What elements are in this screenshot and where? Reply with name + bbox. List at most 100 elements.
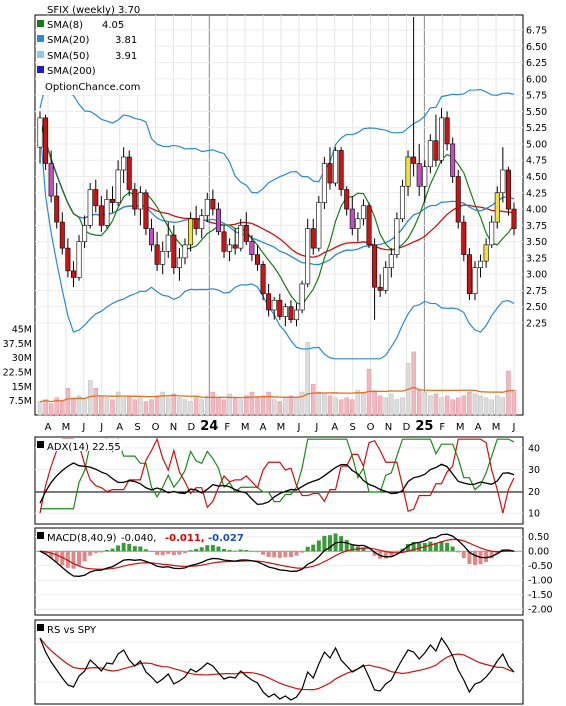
volume-bar: [322, 393, 327, 416]
bollinger-upper-line: [39, 84, 515, 194]
volume-bar: [99, 395, 104, 416]
volume-bar: [115, 391, 121, 416]
volume-bar: [266, 391, 271, 416]
x-tick-label: J: [81, 422, 85, 433]
macd-histogram-bar: [249, 551, 254, 552]
candle-body: [171, 234, 177, 268]
x-tick-label: A: [116, 422, 123, 433]
volume-bar: [455, 397, 461, 416]
price-tick-label: 2.50: [526, 302, 547, 313]
x-tick-label: A: [45, 422, 52, 433]
price-tick-label: 3.25: [526, 253, 547, 264]
macd-tick-label: 0.00: [528, 547, 549, 558]
legend-label-sma50: SMA(50): [47, 51, 89, 62]
candle-body: [232, 244, 238, 249]
volume-bar: [472, 393, 478, 416]
macd-histogram-bar: [143, 549, 148, 552]
legend-value-sma50: 3.91: [115, 51, 137, 62]
legend-swatch-sma50: [37, 51, 44, 58]
macd-hist-value: -0.027: [208, 533, 244, 544]
adx-label: ADX(14) 22.55: [47, 442, 121, 453]
adx-panel: 40 30 20 10 ADX(14) 22.55: [34, 436, 540, 525]
candle-body: [227, 244, 233, 252]
macd-histogram-bar: [305, 546, 310, 552]
candle-body: [59, 221, 65, 249]
volume-bar: [338, 399, 344, 416]
volume-bar: [43, 399, 48, 416]
macd-histogram-bar: [77, 551, 82, 566]
volume-tick-label: 37.5M: [3, 339, 32, 350]
macd-histogram-bar: [244, 549, 249, 552]
macd-histogram-bar: [327, 535, 332, 552]
macd-tick-label: -1.00: [528, 576, 553, 587]
candle-body: [215, 208, 221, 233]
macd-histogram-bar: [456, 551, 461, 553]
volume-bar: [467, 391, 472, 416]
volume-bar: [54, 397, 59, 416]
legend-label-sma200: SMA(200): [47, 66, 96, 77]
candle-body: [321, 163, 327, 203]
macd-histogram-bar: [54, 551, 59, 562]
macd-histogram-bar: [283, 551, 288, 558]
candle-body: [294, 309, 300, 321]
candle-body: [478, 260, 484, 268]
candle-body: [82, 225, 88, 242]
price-tick-label: 4.00: [526, 205, 547, 216]
legend-swatch-sma8: [37, 20, 44, 27]
macd-histogram-bar: [277, 551, 282, 558]
macd-histogram-bar: [227, 549, 232, 552]
macd-value: -0.040,: [121, 533, 156, 544]
candle-body: [500, 169, 506, 194]
macd-histogram-bar: [71, 551, 76, 569]
rs-gridlines: [35, 641, 523, 683]
x-tick-label: M: [277, 422, 286, 433]
volume-bar: [221, 399, 227, 416]
candle-body: [243, 225, 249, 242]
volume-bar: [400, 397, 405, 416]
candle-body: [277, 299, 283, 317]
x-tick-label: A: [260, 422, 267, 433]
x-tick-label: F: [439, 422, 445, 433]
volume-average-line: [39, 386, 515, 403]
price-tick-label: 4.50: [526, 172, 547, 183]
legend-swatch-sma20: [37, 35, 44, 42]
price-tick-label: 3.00: [526, 270, 547, 281]
macd-histogram-bar: [49, 551, 54, 559]
volume-bar: [327, 395, 333, 416]
volume-bar: [310, 384, 316, 416]
candle-body: [422, 166, 428, 187]
candle-body: [411, 156, 417, 164]
macd-histogram-bar: [467, 551, 472, 565]
macd-line: [39, 533, 515, 577]
candle-body: [511, 208, 517, 229]
candle-body: [87, 189, 93, 226]
candle-body: [254, 254, 260, 265]
volume-bar: [177, 397, 182, 416]
adx-label-bg: [36, 439, 122, 451]
volume-bar: [227, 393, 232, 416]
candle-body: [472, 267, 478, 294]
candle-body: [104, 198, 110, 226]
price-tick-label: 5.25: [526, 123, 547, 134]
volume-bar: [37, 401, 43, 416]
macd-histogram-bar: [216, 546, 221, 552]
volume-bar: [260, 395, 266, 416]
macd-histogram: [38, 533, 516, 569]
adx-swatch: [37, 441, 44, 448]
macd-histogram-bar: [149, 551, 154, 553]
candle-body: [288, 306, 294, 321]
macd-histogram-bar: [433, 542, 438, 552]
adx-line: [39, 462, 515, 506]
macd-histogram-bar: [372, 551, 377, 556]
legend-label-sma20: SMA(20): [47, 35, 89, 46]
x-tick-label: F: [224, 422, 230, 433]
volume-tick-label: 7.5M: [9, 396, 32, 407]
candle-body: [176, 257, 182, 268]
candle-body: [327, 163, 333, 184]
candle-body: [461, 221, 467, 255]
candle-body: [416, 163, 422, 187]
volume-bar: [333, 397, 338, 416]
macd-axis-ticks: 0.50 0.00 -0.50 -1.00 -1.50 -2.00: [528, 532, 553, 616]
macd-histogram-bar: [445, 542, 450, 552]
candle-body: [137, 192, 143, 210]
